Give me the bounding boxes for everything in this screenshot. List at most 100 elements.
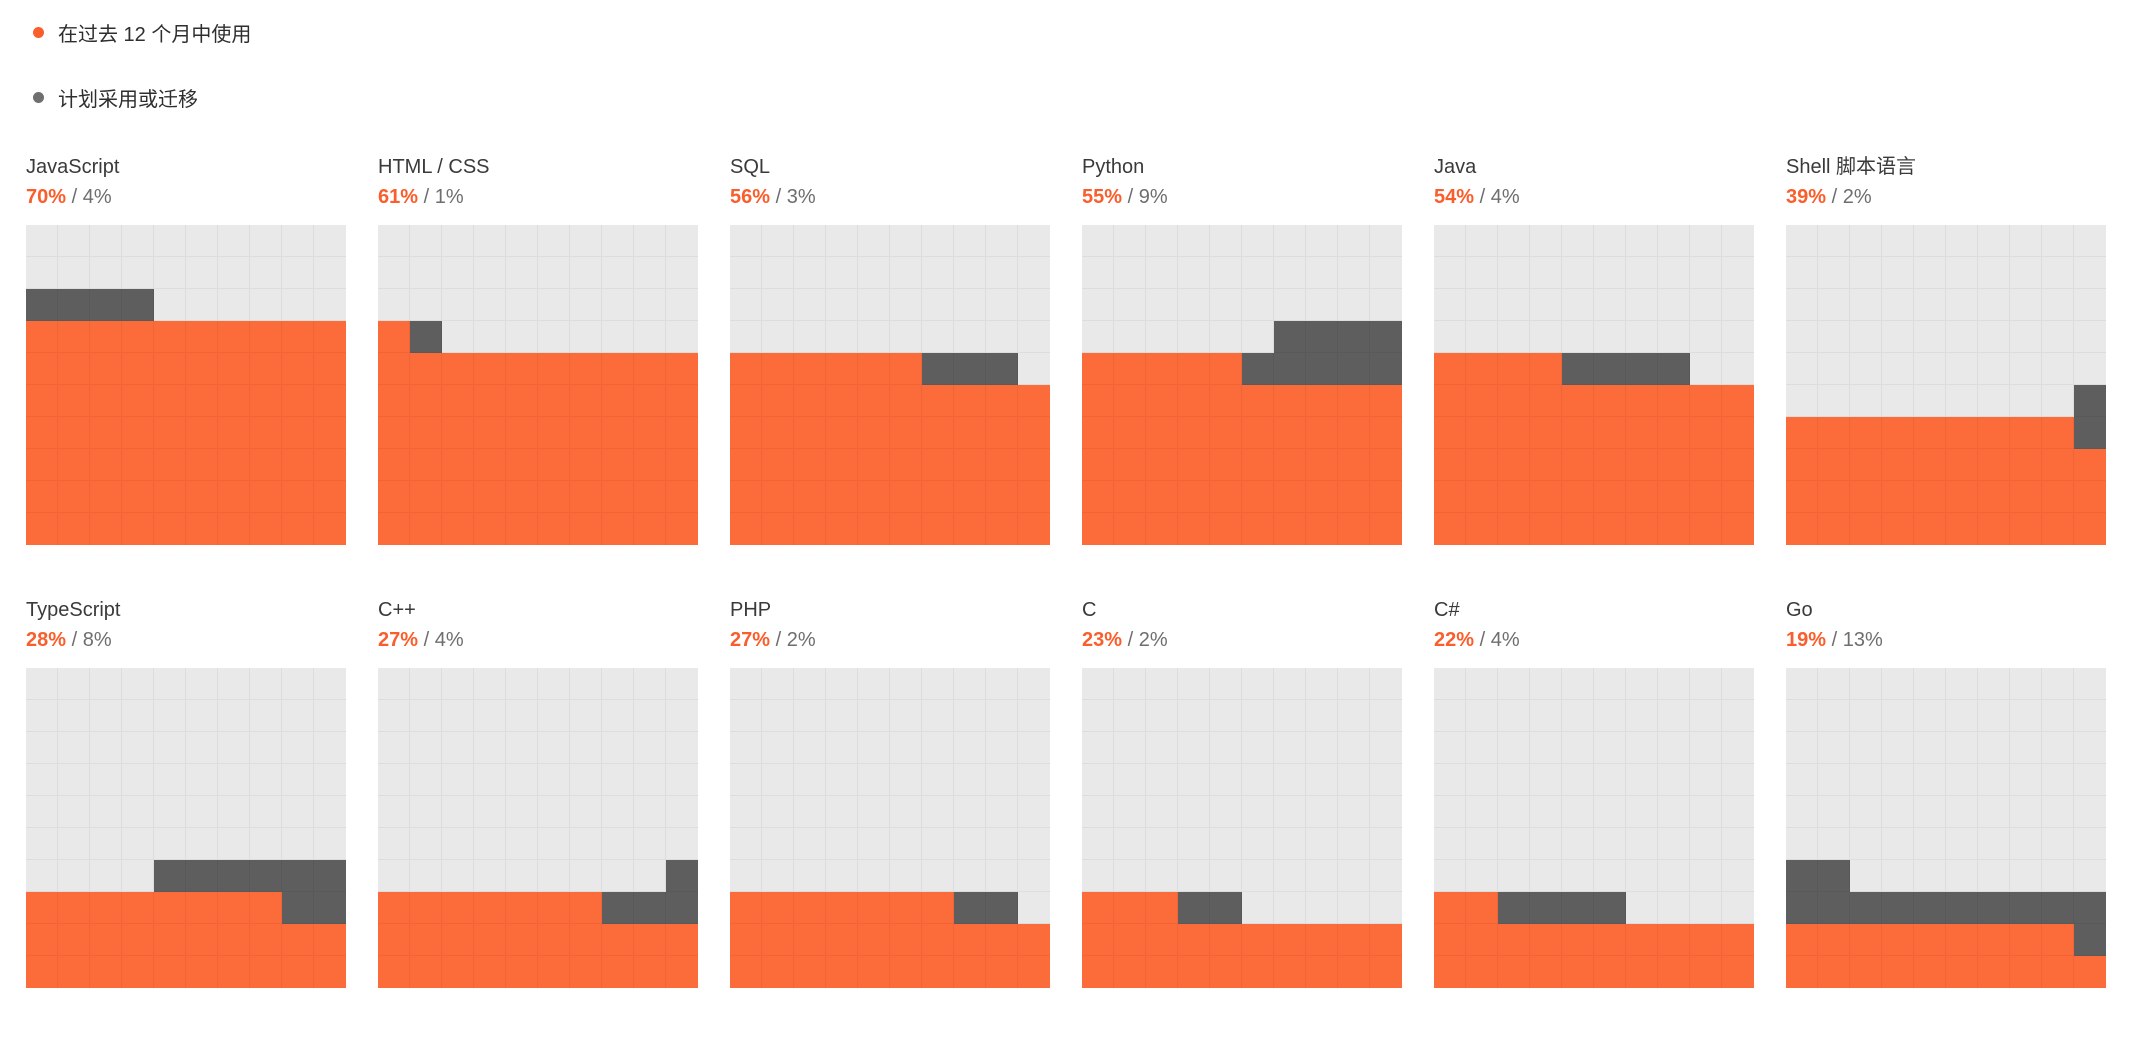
waffle-cell-empty (2074, 668, 2106, 700)
waffle-cell-empty (26, 257, 58, 289)
waffle-cell-plan (666, 860, 698, 892)
waffle-cell-empty (1114, 289, 1146, 321)
chart-plan-value: 2% (1842, 186, 1872, 208)
waffle-cell-used (1882, 417, 1914, 449)
waffle-cell-used (666, 449, 698, 481)
waffle-cell-plan (1882, 892, 1914, 924)
chart-card: Go 19% / 13% (1786, 595, 2106, 988)
waffle-cell-used (1850, 417, 1882, 449)
waffle-cell-empty (890, 860, 922, 892)
waffle-cell-empty (1146, 860, 1178, 892)
waffle-cell-empty (826, 257, 858, 289)
waffle-cell-empty (26, 796, 58, 828)
waffle-cell-used (1018, 449, 1050, 481)
waffle-cell-empty (1914, 321, 1946, 353)
waffle-cell-used (314, 417, 346, 449)
waffle-cell-used (1498, 513, 1530, 545)
waffle-cell-empty (794, 796, 826, 828)
waffle-cell-plan (1594, 353, 1626, 385)
waffle-cell-empty (1178, 321, 1210, 353)
waffle-cell-empty (1914, 257, 1946, 289)
waffle-cell-empty (26, 828, 58, 860)
waffle-cell-empty (1658, 257, 1690, 289)
chart-card: Java 54% / 4% (1434, 152, 1754, 545)
waffle-cell-empty (250, 828, 282, 860)
waffle-cell-empty (250, 764, 282, 796)
waffle-cell-empty (1306, 732, 1338, 764)
waffle-cell-empty (314, 225, 346, 257)
waffle-cell-used (2010, 513, 2042, 545)
waffle-cell-plan (58, 289, 90, 321)
waffle-cell-empty (602, 321, 634, 353)
waffle-cell-empty (122, 796, 154, 828)
waffle-cell-used (1466, 892, 1498, 924)
waffle-cell-empty (1594, 764, 1626, 796)
waffle-cell-empty (1562, 828, 1594, 860)
waffle-cell-plan (986, 892, 1018, 924)
waffle-cell-used (1530, 956, 1562, 988)
waffle-cell-empty (2074, 257, 2106, 289)
waffle-cell-used (1978, 449, 2010, 481)
waffle-cell-used (1306, 449, 1338, 481)
waffle-cell-empty (1562, 860, 1594, 892)
waffle-cell-empty (474, 860, 506, 892)
waffle-cell-empty (1562, 225, 1594, 257)
waffle-cell-empty (506, 860, 538, 892)
waffle-cell-plan (1850, 892, 1882, 924)
waffle-cell-empty (90, 700, 122, 732)
waffle-cell-used (1530, 385, 1562, 417)
waffle-cell-plan (1530, 892, 1562, 924)
waffle-cell-empty (762, 321, 794, 353)
waffle-cell-empty (1082, 225, 1114, 257)
waffle-cell-used (1306, 417, 1338, 449)
waffle-cell-empty (314, 289, 346, 321)
waffle-cell-used (1626, 513, 1658, 545)
waffle-cell-empty (410, 764, 442, 796)
waffle-cell-used (1146, 449, 1178, 481)
chart-plan-value: 2% (786, 629, 816, 651)
value-separator: / (66, 629, 83, 651)
waffle-cell-empty (1498, 796, 1530, 828)
waffle-cell-empty (1946, 289, 1978, 321)
waffle-cell-used (90, 321, 122, 353)
waffle-cell-empty (58, 828, 90, 860)
waffle-cell-empty (1306, 892, 1338, 924)
waffle-cell-empty (26, 732, 58, 764)
waffle-cell-empty (314, 700, 346, 732)
waffle-cell-used (1818, 924, 1850, 956)
waffle-cell-used (1274, 513, 1306, 545)
waffle-cell-empty (250, 257, 282, 289)
waffle-cell-used (858, 924, 890, 956)
waffle-cell-used (730, 417, 762, 449)
waffle-cell-empty (602, 764, 634, 796)
waffle-cell-used (282, 924, 314, 956)
waffle-cell-used (1434, 417, 1466, 449)
waffle-cell-used (922, 892, 954, 924)
waffle-cell-used (2042, 924, 2074, 956)
waffle-cell-empty (794, 764, 826, 796)
waffle-cell-empty (1562, 796, 1594, 828)
waffle-cell-empty (634, 257, 666, 289)
waffle-cell-empty (1626, 796, 1658, 828)
waffle-cell-empty (1882, 321, 1914, 353)
waffle-cell-used (410, 385, 442, 417)
waffle-cell-empty (1914, 764, 1946, 796)
waffle-cell-empty (570, 764, 602, 796)
waffle-cell-empty (154, 700, 186, 732)
waffle-cell-empty (1722, 732, 1754, 764)
waffle-cell-empty (1850, 764, 1882, 796)
waffle-cell-used (122, 892, 154, 924)
waffle-cell-used (1722, 956, 1754, 988)
waffle-cell-used (410, 481, 442, 513)
waffle-cell-empty (538, 257, 570, 289)
waffle-cell-empty (1562, 764, 1594, 796)
waffle-cell-used (794, 449, 826, 481)
waffle-cell-empty (858, 257, 890, 289)
waffle-grid (1434, 668, 1754, 988)
waffle-cell-empty (1370, 732, 1402, 764)
waffle-cell-empty (538, 700, 570, 732)
waffle-cell-empty (954, 668, 986, 700)
waffle-cell-empty (1850, 385, 1882, 417)
waffle-cell-used (1242, 417, 1274, 449)
waffle-cell-empty (1498, 668, 1530, 700)
